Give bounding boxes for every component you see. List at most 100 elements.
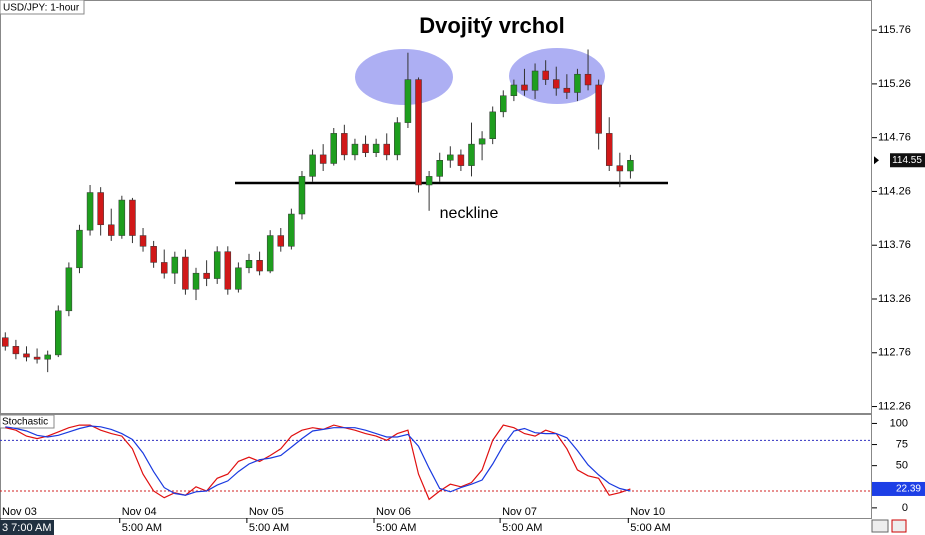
- y-tick-label: 112.26: [878, 400, 911, 412]
- chart-title: Dvojitý vrchol: [419, 13, 564, 38]
- candle-body: [351, 143, 359, 156]
- candle-body: [182, 256, 189, 290]
- candle-body: [108, 224, 115, 236]
- y-tick-label: 50: [896, 460, 908, 472]
- candle-body: [500, 95, 507, 113]
- last-price-label: 114.55: [892, 155, 922, 166]
- stochastic-panel: [0, 414, 872, 519]
- candle-body: [33, 356, 41, 360]
- candle-body: [213, 251, 221, 279]
- x-tick-label: Nov 07: [502, 506, 537, 518]
- y-tick-label: 100: [890, 417, 908, 429]
- candle-body: [383, 143, 390, 156]
- candle-body: [160, 262, 168, 274]
- indicator-box: [0, 414, 55, 429]
- candle-body: [468, 143, 475, 166]
- stochastic-line: [5, 425, 631, 496]
- candle-body: [65, 267, 73, 312]
- candle-body: [542, 70, 549, 80]
- candle-body: [595, 84, 602, 134]
- candle-body: [489, 111, 496, 139]
- candle-body: [362, 143, 369, 153]
- y-tick-label: 75: [896, 438, 908, 450]
- x-tick-time: 5:00 AM: [630, 522, 670, 534]
- candle-body: [584, 73, 592, 86]
- x-tick-time: 5:00 AM: [376, 522, 416, 534]
- candle-body: [531, 70, 539, 91]
- x-tick-time: 5:00 AM: [502, 522, 542, 534]
- candle-body: [97, 192, 104, 226]
- candle-body: [235, 267, 242, 290]
- candle-body: [44, 354, 51, 360]
- candle-body: [330, 133, 338, 164]
- annotation: neckline: [440, 205, 499, 222]
- candle-body: [627, 160, 634, 172]
- candle-body: [510, 84, 518, 96]
- highlight-ellipse: [355, 49, 453, 105]
- candle-body: [553, 79, 560, 89]
- candle-body: [341, 133, 348, 156]
- y-tick-label: 113.26: [878, 293, 911, 305]
- candle-body: [288, 213, 295, 247]
- candle-body: [150, 246, 157, 263]
- price-box: [890, 153, 925, 168]
- x-tick-time: 5:00 AM: [249, 522, 289, 534]
- y-tick-label: 115.26: [878, 78, 911, 90]
- y-tick-label: 0: [902, 502, 908, 514]
- candle-body: [76, 229, 83, 269]
- candle-body: [86, 192, 94, 231]
- y-tick-label: 113.76: [878, 239, 911, 251]
- x-tick-time: 5:00 AM: [122, 522, 162, 534]
- indicator-label: Stochastic: [2, 417, 48, 428]
- x-tick-label: Nov 03: [2, 506, 37, 518]
- y-tick-label: 114.76: [878, 132, 911, 144]
- candle-body: [298, 176, 306, 215]
- x-tick-label: Nov 05: [249, 506, 284, 518]
- candle-body: [372, 143, 380, 153]
- crosshair-box: [0, 520, 54, 535]
- candle-body: [256, 260, 263, 272]
- candle-body: [139, 235, 147, 247]
- value-box: [872, 481, 925, 496]
- stochastic-line: [5, 424, 631, 501]
- x-tick-label: Nov 06: [376, 506, 411, 518]
- candle-body: [245, 260, 253, 269]
- y-tick-label: 115.76: [878, 24, 911, 36]
- candle-body: [12, 346, 20, 355]
- last-value-label: 22.39: [896, 484, 921, 495]
- x-tick-label: Nov 10: [630, 506, 665, 518]
- candle-body: [521, 84, 528, 91]
- candle-body: [404, 79, 412, 123]
- candle-body: [118, 199, 126, 236]
- candle-body: [478, 138, 486, 145]
- candle-body: [129, 199, 136, 236]
- candle-body: [447, 154, 454, 161]
- candle-body: [55, 310, 62, 356]
- candle-body: [425, 176, 433, 186]
- candle-body: [394, 122, 401, 156]
- candle-body: [574, 73, 581, 93]
- candle-body: [277, 235, 285, 247]
- scroll-icon[interactable]: [871, 519, 889, 533]
- candle-body: [436, 160, 443, 177]
- candle-body: [203, 272, 210, 279]
- y-tick-label: 112.76: [878, 347, 911, 359]
- candle-body: [309, 154, 316, 177]
- y-tick-label: 114.26: [878, 185, 911, 197]
- shift-icon[interactable]: [891, 519, 907, 533]
- symbol-label: USD/JPY: 1-hour: [3, 3, 80, 14]
- crosshair-time: 3 7:00 AM: [2, 522, 52, 534]
- candle-body: [563, 87, 571, 93]
- candle-body: [192, 272, 200, 290]
- candle-body: [616, 165, 624, 172]
- candle-body: [266, 235, 274, 272]
- price-marker: [874, 156, 879, 165]
- x-tick-label: Nov 04: [122, 506, 157, 518]
- candle-body: [224, 251, 232, 290]
- candle-body: [605, 133, 613, 166]
- candle-body: [319, 154, 327, 164]
- candle-body: [415, 79, 422, 186]
- candle-body: [171, 256, 179, 274]
- candle-body: [457, 154, 465, 166]
